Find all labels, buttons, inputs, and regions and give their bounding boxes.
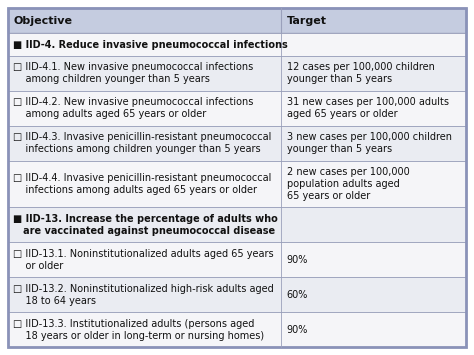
Bar xyxy=(8,33,466,56)
Text: infections among adults aged 65 years or older: infections among adults aged 65 years or… xyxy=(13,185,257,195)
Text: 2 new cases per 100,000: 2 new cases per 100,000 xyxy=(286,167,409,177)
Text: □ IID-13.1. Noninstitutionalized adults aged 65 years: □ IID-13.1. Noninstitutionalized adults … xyxy=(13,249,273,259)
Text: ■ IID-4. Reduce invasive pneumococcal infections: ■ IID-4. Reduce invasive pneumococcal in… xyxy=(13,39,288,49)
Text: 90%: 90% xyxy=(286,255,308,265)
Text: younger than 5 years: younger than 5 years xyxy=(286,144,392,154)
Text: □ IID-13.2. Noninstitutionalized high-risk adults aged: □ IID-13.2. Noninstitutionalized high-ri… xyxy=(13,284,274,294)
Text: 18 years or older in long-term or nursing homes): 18 years or older in long-term or nursin… xyxy=(13,331,264,340)
Text: are vaccinated against pneumococcal disease: are vaccinated against pneumococcal dise… xyxy=(13,226,275,236)
Text: □ IID-13.3. Institutionalized adults (persons aged: □ IID-13.3. Institutionalized adults (pe… xyxy=(13,318,255,329)
Text: Target: Target xyxy=(286,16,327,26)
Text: 18 to 64 years: 18 to 64 years xyxy=(13,296,96,306)
Bar xyxy=(8,207,466,242)
Text: Objective: Objective xyxy=(14,16,73,26)
Bar xyxy=(8,312,466,347)
Text: □ IID-4.3. Invasive penicillin-resistant pneumococcal: □ IID-4.3. Invasive penicillin-resistant… xyxy=(13,132,272,142)
Text: infections among children younger than 5 years: infections among children younger than 5… xyxy=(13,144,261,154)
Bar xyxy=(8,242,466,277)
Bar xyxy=(8,160,466,207)
Bar xyxy=(8,126,466,160)
Text: □ IID-4.1. New invasive pneumococcal infections: □ IID-4.1. New invasive pneumococcal inf… xyxy=(13,62,253,72)
Bar xyxy=(8,56,466,91)
Text: 3 new cases per 100,000 children: 3 new cases per 100,000 children xyxy=(286,132,452,142)
Text: 12 cases per 100,000 children: 12 cases per 100,000 children xyxy=(286,62,434,72)
Text: 31 new cases per 100,000 adults: 31 new cases per 100,000 adults xyxy=(286,97,448,107)
Text: 65 years or older: 65 years or older xyxy=(286,191,370,201)
Text: ■ IID-13. Increase the percentage of adults who: ■ IID-13. Increase the percentage of adu… xyxy=(13,214,278,224)
Text: □ IID-4.2. New invasive pneumococcal infections: □ IID-4.2. New invasive pneumococcal inf… xyxy=(13,97,254,107)
Bar xyxy=(8,277,466,312)
Text: 90%: 90% xyxy=(286,324,308,334)
Text: aged 65 years or older: aged 65 years or older xyxy=(286,109,397,119)
Text: among children younger than 5 years: among children younger than 5 years xyxy=(13,75,210,84)
Text: population adults aged: population adults aged xyxy=(286,179,399,189)
Text: 60%: 60% xyxy=(286,290,308,300)
Text: or older: or older xyxy=(13,261,63,271)
Text: younger than 5 years: younger than 5 years xyxy=(286,75,392,84)
Text: among adults aged 65 years or older: among adults aged 65 years or older xyxy=(13,109,206,119)
Text: □ IID-4.4. Invasive penicillin-resistant pneumococcal: □ IID-4.4. Invasive penicillin-resistant… xyxy=(13,173,272,183)
Bar xyxy=(8,8,466,33)
Bar xyxy=(8,91,466,126)
